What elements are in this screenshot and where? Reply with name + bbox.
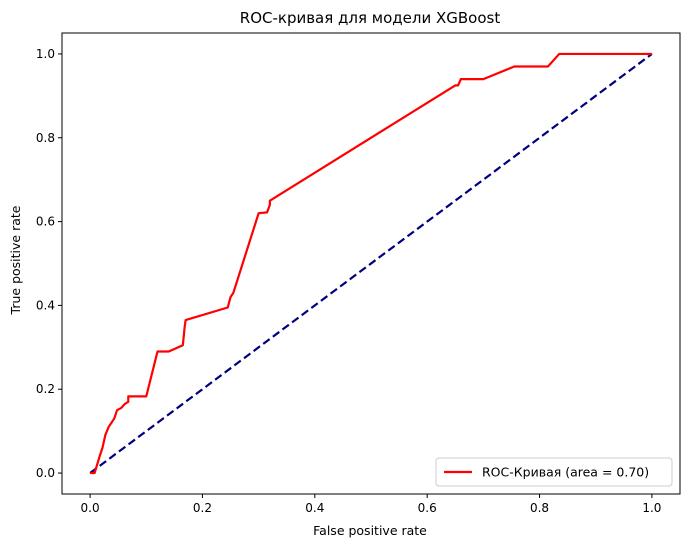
y-tick-label: 0.0 xyxy=(36,466,55,480)
axes: 0.0 0.2 0.4 0.6 0.8 1.0 0.0 0.2 0.4 0.6 0.8 1.0 xyxy=(36,32,681,515)
x-axis-label: False positive rate xyxy=(313,523,427,538)
chart-title: ROC-кривая для модели XGBoost xyxy=(240,9,501,27)
legend: ROC-Кривая (area = 0.70) xyxy=(435,457,673,487)
y-tick-label: 1.0 xyxy=(36,47,55,61)
x-tick-label: 0.2 xyxy=(193,501,212,515)
x-tick-label: 0.0 xyxy=(81,501,100,515)
y-tick-label: 0.8 xyxy=(36,131,55,145)
diagonal-reference-line xyxy=(89,53,653,474)
y-tick-label: 0.6 xyxy=(36,215,55,229)
x-tick-label: 0.8 xyxy=(530,501,549,515)
plot-frame xyxy=(61,32,681,495)
x-tick-label: 1.0 xyxy=(642,501,661,515)
roc-curve-line xyxy=(90,52,652,475)
y-tick-label: 0.2 xyxy=(36,382,55,396)
x-tick-label: 0.4 xyxy=(305,501,324,515)
legend-label: ROC-Кривая (area = 0.70) xyxy=(482,465,649,480)
y-tick-label: 0.4 xyxy=(36,298,55,312)
legend-box xyxy=(435,457,673,487)
x-tick-label: 0.6 xyxy=(418,501,437,515)
y-axis-label: True positive rate xyxy=(8,205,23,315)
plot-area xyxy=(89,52,653,475)
